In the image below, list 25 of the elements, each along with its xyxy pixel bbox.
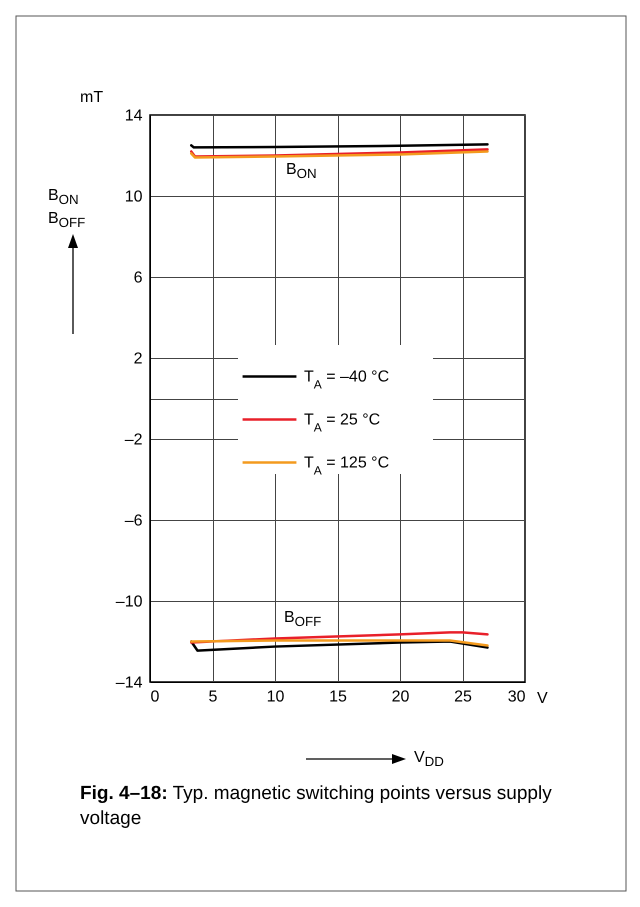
y-tick-label: –2 <box>124 432 143 448</box>
y-tick-label: 6 <box>134 270 143 286</box>
legend-label: T$_{A}$ = 125 °C <box>304 454 390 478</box>
y-tick-label: 2 <box>134 350 143 368</box>
x-tick-label: 15 <box>329 688 347 706</box>
x-tick-label: 0 <box>150 688 160 706</box>
x-tick-label: 5 <box>208 688 218 706</box>
annotation: B$_{OFF}$ <box>284 608 322 631</box>
y-tick-label: 10 <box>124 188 143 206</box>
y-tick-label: 14 <box>124 108 143 124</box>
x-axis-title: V$_{DD}$ <box>414 748 444 771</box>
y-tick-label: –10 <box>116 594 143 610</box>
annotation: B$_{ON}$ <box>286 160 317 183</box>
x-tick-label: 10 <box>266 688 284 706</box>
x-tick-label: 30 <box>508 688 526 706</box>
y-tick-label: –14 <box>116 674 143 692</box>
y-tick-label: –6 <box>124 512 143 530</box>
y-axis-title: B$_{ON}$ B$_{OFF}$ <box>48 186 86 232</box>
x-tick-label: 20 <box>392 688 410 706</box>
text: V <box>537 689 548 709</box>
text: mT <box>80 88 104 108</box>
chart-title: Fig. 4–18: Typ. magnetic switching points versus supply voltage <box>80 783 552 829</box>
legend-label: T$_{A}$ = 25 °C <box>304 412 380 434</box>
x-tick-label: 25 <box>454 688 472 706</box>
legend-label: T$_{A}$ = –40 °C <box>304 368 390 392</box>
